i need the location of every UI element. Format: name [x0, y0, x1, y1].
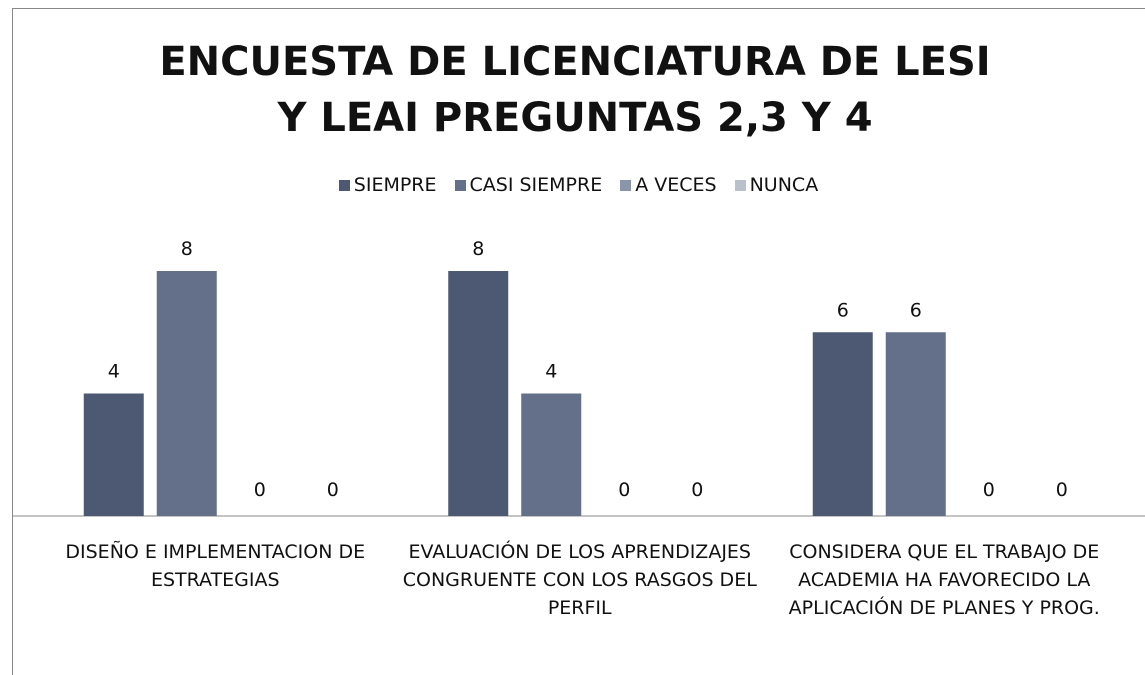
bar: [156, 271, 217, 516]
data-label: 8: [472, 238, 484, 260]
legend-item: A VECES: [620, 174, 717, 196]
legend-swatch: [454, 179, 466, 191]
legend-swatch: [338, 179, 350, 191]
chart-title: ENCUESTA DE LICENCIATURA DE LESI Y LEAI …: [159, 39, 991, 141]
bar: [885, 332, 946, 516]
legend-swatch: [620, 179, 632, 191]
bar: [83, 393, 144, 516]
x-tick-label: EVALUACIÓN DE LOS APRENDIZAJES CONGRUENT…: [402, 541, 757, 619]
data-label: 6: [837, 299, 849, 321]
legend-label: SIEMPRE: [353, 174, 437, 196]
legend-item: CASI SIEMPRE: [454, 174, 603, 196]
x-tick-label: CONSIDERA QUE EL TRABAJO DE ACADEMIA HA …: [788, 541, 1100, 619]
legend-label: CASI SIEMPRE: [469, 174, 603, 196]
data-label: 8: [181, 238, 193, 260]
legend-swatch: [734, 179, 746, 191]
bar: [448, 271, 509, 516]
legend-item: SIEMPRE: [338, 174, 437, 196]
data-label: 0: [618, 479, 630, 501]
data-label: 0: [254, 479, 266, 501]
chart-frame: [12, 8, 1145, 675]
bar: [812, 332, 873, 516]
data-label: 0: [691, 479, 703, 501]
bar: [521, 393, 582, 516]
data-label: 4: [108, 361, 120, 383]
legend-label: A VECES: [635, 174, 717, 196]
data-label: 0: [983, 479, 995, 501]
legend-item: NUNCA: [734, 174, 819, 196]
legend: SIEMPRE CASI SIEMPRE A VECES NUNCA: [12, 174, 1145, 196]
x-tick-label: DISEÑO E IMPLEMENTACION DE ESTRATEGIAS: [65, 541, 366, 591]
legend-label: NUNCA: [749, 174, 819, 196]
data-label: 0: [1056, 479, 1068, 501]
data-label: 0: [327, 479, 339, 501]
data-label: 6: [910, 299, 922, 321]
data-label: 4: [545, 361, 557, 383]
